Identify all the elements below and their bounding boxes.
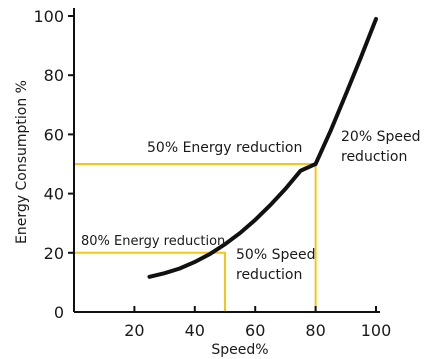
y-tick-label-5: 100: [33, 7, 64, 26]
x-axis-title: Speed%: [211, 342, 268, 358]
y-tick-label-1: 20: [44, 244, 64, 263]
reference-line-1: [74, 251, 226, 312]
x-tick-label-1: 40: [185, 321, 205, 340]
x-tick-label-2: 60: [245, 321, 265, 340]
axis-ticks: 0 20 40 60 80 100 20 40 60 80 100: [33, 7, 391, 340]
y-tick-label-2: 40: [44, 185, 64, 204]
x-tick-label-0: 20: [124, 321, 144, 340]
x-tick-label-3: 80: [305, 321, 325, 340]
annotation-20-speed-reduction: reduction: [341, 149, 407, 165]
x-tick-label-4: 100: [361, 321, 392, 340]
annotation-80-energy-reduction: 80% Energy reduction: [81, 234, 225, 249]
y-tick-label-0: 0: [54, 303, 64, 322]
y-axis-title: Energy Consumption %: [14, 80, 30, 244]
y-tick-label-4: 80: [44, 66, 64, 85]
annotation-50-speed: 50% Speed: [236, 247, 315, 263]
annotation-50-speed-reduction: reduction: [236, 267, 302, 283]
y-tick-label-3: 60: [44, 125, 64, 144]
annotation-50-energy-reduction: 50% Energy reduction: [147, 140, 302, 156]
annotation-20-speed: 20% Speed: [341, 129, 420, 145]
energy-curve: [147, 17, 378, 279]
